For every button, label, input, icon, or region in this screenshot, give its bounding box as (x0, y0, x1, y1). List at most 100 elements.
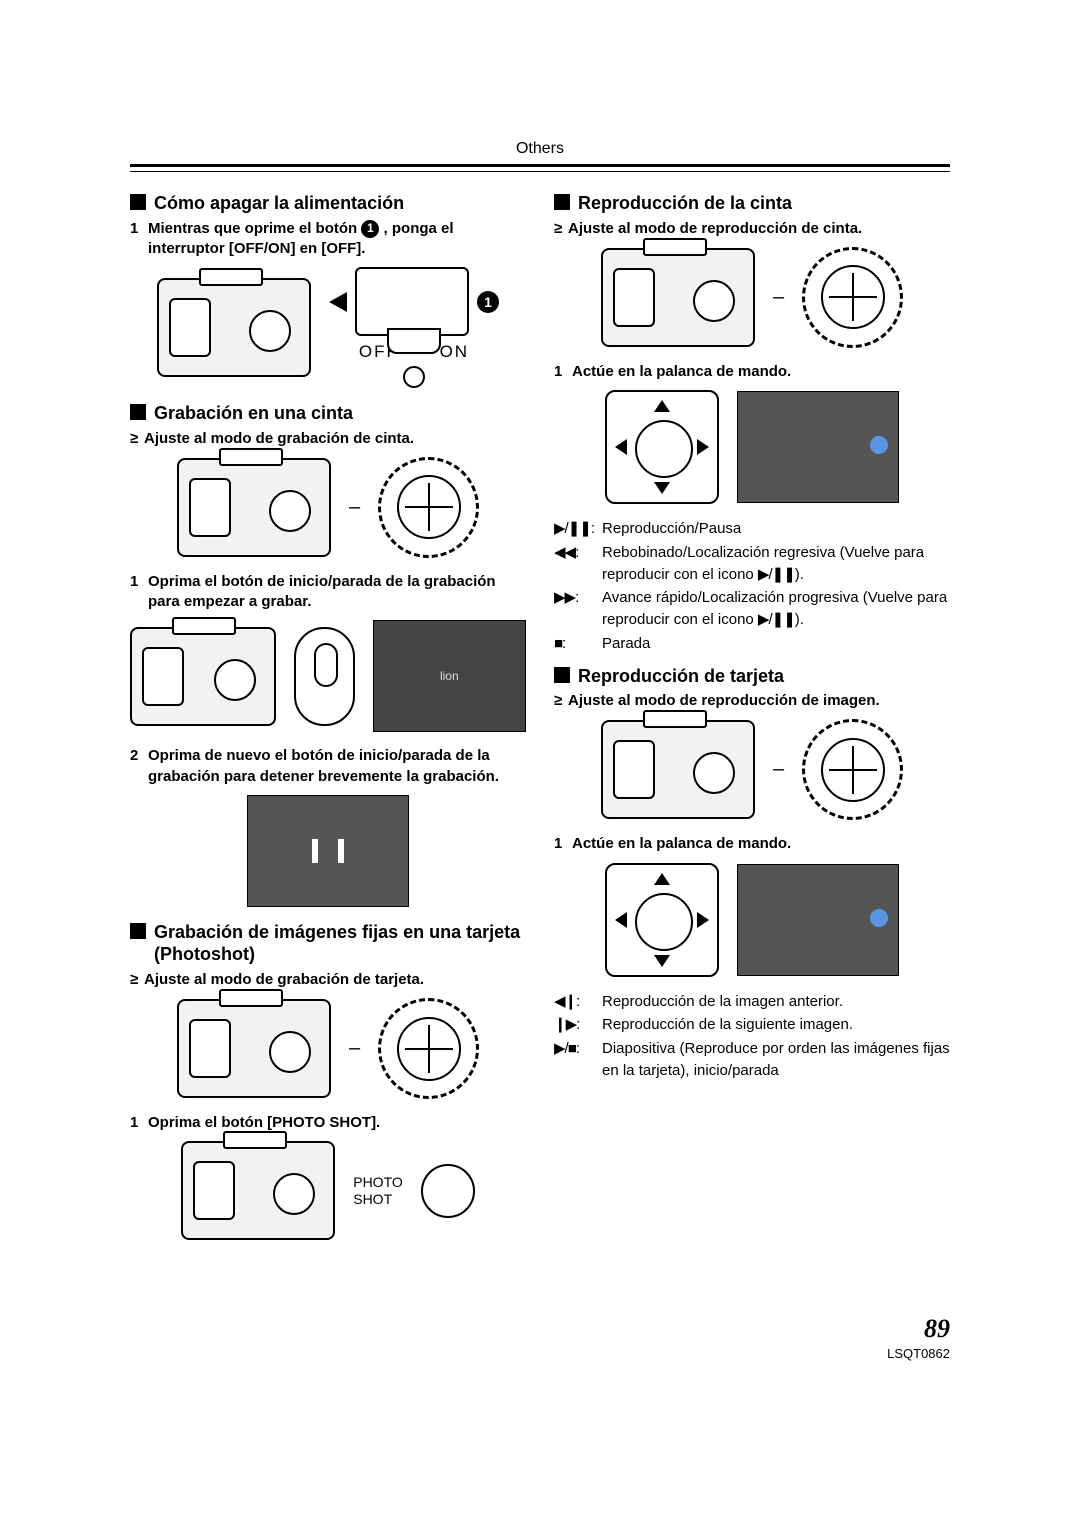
mode-diagram: – (130, 998, 526, 1099)
step-text: Oprima el botón de inicio/parada de la g… (148, 572, 526, 613)
numbered-step: 1 Actúe en la palanca de mando. (554, 362, 950, 382)
rewind-icon: ◀◀: (554, 542, 602, 586)
osd-overlay-icon (738, 392, 898, 502)
legend-desc: Reproducción de la imagen anterior. (602, 991, 950, 1013)
two-column-layout: Cómo apagar la alimentación 1 Mientras q… (130, 186, 950, 1254)
camera-icon (157, 278, 311, 377)
mode-dial-icon (802, 247, 903, 348)
bullet-text: Ajuste al modo de grabación de cinta. (144, 429, 526, 449)
step-text: Oprima el botón [PHOTO SHOT]. (148, 1113, 526, 1133)
step-text: Actúe en la palanca de mando. (572, 362, 950, 382)
heading-text: Grabación de imágenes fijas en una tarje… (154, 921, 526, 966)
section-heading: Grabación de imágenes fijas en una tarje… (130, 921, 526, 966)
bullet-icon: ≥ (554, 219, 568, 239)
step-number: 1 (130, 572, 148, 613)
pointer-icon: – (349, 1037, 360, 1060)
heading-text: Reproducción de la cinta (578, 192, 792, 215)
legend-row: ❙▶: Reproducción de la siguiente imagen. (554, 1014, 950, 1036)
step-number: 2 (130, 746, 148, 787)
numbered-step: 1 Mientras que oprime el botón 1 , ponga… (130, 219, 526, 260)
joystick-icon (605, 390, 719, 504)
record-button-icon (294, 627, 355, 726)
heading-text: Cómo apagar la alimentación (154, 192, 404, 215)
photo-shot-button-icon (421, 1164, 475, 1218)
mode-dial-icon (378, 998, 479, 1099)
legend-desc: Parada (602, 633, 950, 655)
callout-1-icon: 1 (477, 291, 499, 313)
pause-icon (312, 839, 344, 863)
numbered-step: 1 Oprima el botón [PHOTO SHOT]. (130, 1113, 526, 1133)
mode-diagram: – (554, 247, 950, 348)
numbered-step: 1 Oprima el botón de inicio/parada de la… (130, 572, 526, 613)
joystick-diagram (554, 390, 950, 504)
power-off-diagram: 1 OFFON (130, 267, 526, 388)
square-bullet-icon (130, 194, 146, 210)
step-number: 1 (130, 219, 148, 260)
bullet-text: Ajuste al modo de reproducción de imagen… (568, 691, 950, 711)
photoshot-diagram: PHOTO SHOT (130, 1141, 526, 1240)
on-label: ON (440, 342, 470, 361)
square-bullet-icon (130, 923, 146, 939)
section-heading: Reproducción de tarjeta (554, 665, 950, 688)
sample-photo (247, 795, 409, 907)
section-heading: Grabación en una cinta (130, 402, 526, 425)
camera-icon (601, 720, 755, 819)
header-title: Others (130, 140, 950, 158)
pause-diagram (130, 795, 526, 907)
manual-page: Others Cómo apagar la alimentación 1 Mie… (130, 0, 950, 1441)
step-text: Oprima de nuevo el botón de inicio/parad… (148, 746, 526, 787)
prev-image-icon: ◀❙: (554, 991, 602, 1013)
bullet-icon: ≥ (130, 970, 144, 990)
right-column: Reproducción de la cinta ≥ Ajuste al mod… (554, 186, 950, 1254)
osd-overlay-icon (738, 865, 898, 975)
bullet-icon: ≥ (554, 691, 568, 711)
bullet-line: ≥ Ajuste al modo de reproducción de cint… (554, 219, 950, 239)
sample-photo: lion (373, 620, 526, 732)
square-bullet-icon (554, 194, 570, 210)
camera-icon (130, 627, 276, 726)
step-text-pre: Mientras que oprime el botón (148, 220, 361, 237)
legend-desc: Avance rápido/Localización progresiva (V… (602, 587, 950, 631)
legend-desc: Rebobinado/Localización regresiva (Vuelv… (602, 542, 950, 586)
legend-row: ■: Parada (554, 633, 950, 655)
square-bullet-icon (554, 667, 570, 683)
slideshow-icon: ▶/■: (554, 1038, 602, 1082)
next-image-icon: ❙▶: (554, 1014, 602, 1036)
mode-dial-icon (802, 719, 903, 820)
square-bullet-icon (130, 404, 146, 420)
bullet-text: Ajuste al modo de reproducción de cinta. (568, 219, 950, 239)
ring-icon (403, 366, 425, 388)
record-diagram: lion (130, 620, 526, 732)
step-text: Mientras que oprime el botón 1 , ponga e… (148, 219, 526, 260)
bullet-icon: ≥ (130, 429, 144, 449)
step-number: 1 (554, 362, 572, 382)
mode-dial-icon (378, 457, 479, 558)
left-column: Cómo apagar la alimentación 1 Mientras q… (130, 186, 526, 1254)
stop-icon: ■: (554, 633, 602, 655)
divider-icon (130, 164, 950, 172)
legend-row: ▶/❚❚: Reproducción/Pausa (554, 518, 950, 540)
numbered-step: 2 Oprima de nuevo el botón de inicio/par… (130, 746, 526, 787)
arrow-left-icon (329, 292, 347, 312)
document-code: LSQT0862 (130, 1346, 950, 1361)
joystick-icon (605, 863, 719, 977)
step-number: 1 (130, 1113, 148, 1133)
pointer-icon: – (773, 286, 784, 309)
camera-icon (181, 1141, 335, 1240)
legend-table: ◀❙: Reproducción de la imagen anterior. … (554, 991, 950, 1082)
page-number: 89 (130, 1314, 950, 1344)
step-number: 1 (554, 834, 572, 854)
legend-desc: Reproducción/Pausa (602, 518, 950, 540)
legend-table: ▶/❚❚: Reproducción/Pausa ◀◀: Rebobinado/… (554, 518, 950, 655)
pointer-icon: – (349, 496, 360, 519)
heading-text: Reproducción de tarjeta (578, 665, 784, 688)
legend-row: ▶▶: Avance rápido/Localización progresiv… (554, 587, 950, 631)
camera-icon (177, 458, 331, 557)
camera-icon (177, 999, 331, 1098)
bullet-text: Ajuste al modo de grabación de tarjeta. (144, 970, 526, 990)
mode-diagram: – (554, 719, 950, 820)
step-text: Actúe en la palanca de mando. (572, 834, 950, 854)
bullet-line: ≥ Ajuste al modo de grabación de cinta. (130, 429, 526, 449)
bullet-line: ≥ Ajuste al modo de reproducción de imag… (554, 691, 950, 711)
sample-photo (737, 391, 899, 503)
